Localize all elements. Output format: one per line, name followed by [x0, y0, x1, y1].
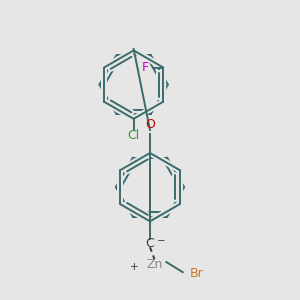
Text: +: +: [130, 262, 139, 272]
Text: −: −: [157, 236, 166, 246]
Text: F: F: [142, 61, 149, 74]
Text: O: O: [145, 118, 155, 131]
Text: Zn: Zn: [146, 258, 163, 271]
Text: Br: Br: [190, 267, 204, 280]
Text: Cl: Cl: [128, 129, 140, 142]
Text: C: C: [146, 237, 154, 250]
